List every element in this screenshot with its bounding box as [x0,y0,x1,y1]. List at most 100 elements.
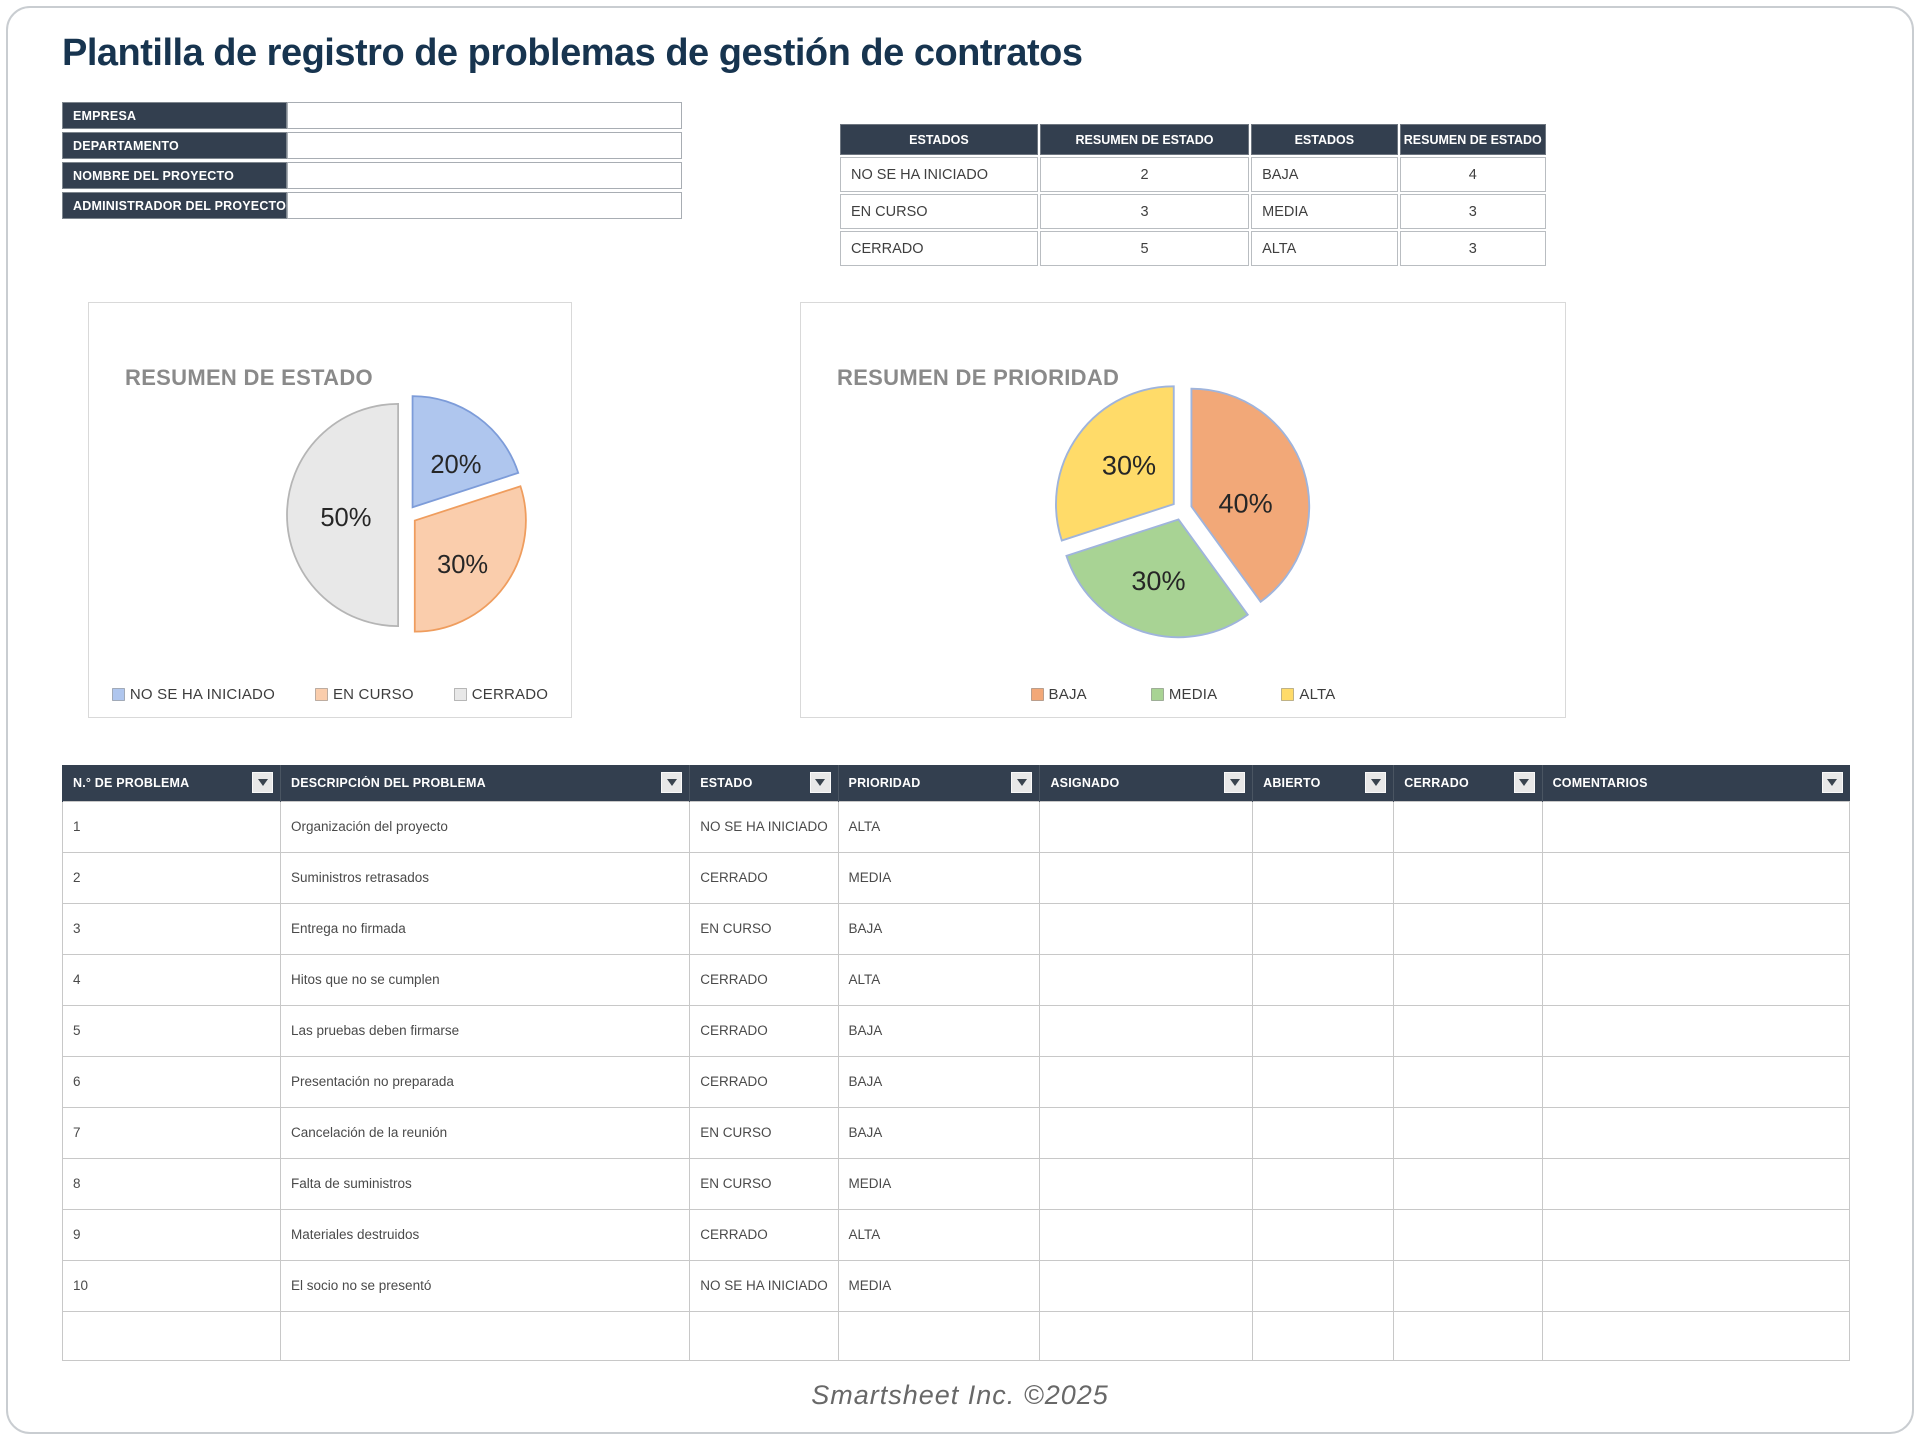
cell-descripcion[interactable]: Presentación no preparada [279,1055,691,1108]
cell-estado[interactable]: CERRADO [689,1208,839,1261]
cell-comentarios[interactable] [1541,1055,1851,1108]
cell-numero[interactable]: 10 [62,1259,281,1312]
cell-cerrado[interactable] [1393,1310,1543,1361]
cell-cerrado[interactable] [1393,851,1543,904]
cell-abierto[interactable] [1252,1310,1395,1361]
cell-asignado[interactable] [1039,1106,1254,1159]
cell-cerrado[interactable] [1393,1106,1543,1159]
cell-prioridad[interactable]: ALTA [837,800,1041,853]
cell-abierto[interactable] [1252,851,1395,904]
cell-estado[interactable]: CERRADO [689,953,839,1006]
cell-prioridad[interactable]: BAJA [837,1004,1041,1057]
cell-comentarios[interactable] [1541,1106,1851,1159]
cell-cerrado[interactable] [1393,1055,1543,1108]
cell-comentarios[interactable] [1541,1259,1851,1312]
cell-abierto[interactable] [1252,1259,1395,1312]
cell-asignado[interactable] [1039,800,1254,853]
cell-estado[interactable]: CERRADO [689,851,839,904]
filter-button[interactable] [1011,772,1033,794]
cell-descripcion[interactable]: Materiales destruidos [279,1208,691,1261]
cell-cerrado[interactable] [1393,1259,1543,1312]
cell-descripcion[interactable] [279,1310,691,1361]
cell-descripcion[interactable]: Hitos que no se cumplen [279,953,691,1006]
cell-abierto[interactable] [1252,902,1395,955]
cell-numero[interactable] [62,1310,281,1361]
cell-numero[interactable]: 4 [62,953,281,1006]
cell-estado[interactable]: NO SE HA INICIADO [689,1259,839,1312]
cell-estado[interactable]: NO SE HA INICIADO [689,800,839,853]
cell-cerrado[interactable] [1393,1004,1543,1057]
project-manager-field-input[interactable] [287,192,682,219]
cell-prioridad[interactable]: MEDIA [837,1157,1041,1210]
cell-asignado[interactable] [1039,1055,1254,1108]
cell-asignado[interactable] [1039,1259,1254,1312]
cell-prioridad[interactable]: BAJA [837,902,1041,955]
filter-button[interactable] [661,772,683,794]
filter-button[interactable] [809,772,831,794]
cell-prioridad[interactable]: ALTA [837,1208,1041,1261]
filter-button[interactable] [1224,772,1246,794]
cell-descripcion[interactable]: Las pruebas deben firmarse [279,1004,691,1057]
cell-cerrado[interactable] [1393,1157,1543,1210]
cell-prioridad[interactable] [837,1310,1041,1361]
cell-asignado[interactable] [1039,1157,1254,1210]
cell-descripcion[interactable]: Entrega no firmada [279,902,691,955]
cell-cerrado[interactable] [1393,800,1543,853]
cell-estado[interactable]: EN CURSO [689,902,839,955]
cell-numero[interactable]: 1 [62,800,281,853]
cell-numero[interactable]: 5 [62,1004,281,1057]
company-field-input[interactable] [287,102,682,129]
cell-asignado[interactable] [1039,1208,1254,1261]
cell-comentarios[interactable] [1541,1157,1851,1210]
cell-asignado[interactable] [1039,851,1254,904]
cell-numero[interactable]: 8 [62,1157,281,1210]
cell-prioridad[interactable]: BAJA [837,1106,1041,1159]
cell-abierto[interactable] [1252,1157,1395,1210]
filter-button[interactable] [252,772,273,794]
cell-numero[interactable]: 7 [62,1106,281,1159]
cell-numero[interactable]: 3 [62,902,281,955]
cell-asignado[interactable] [1039,1310,1254,1361]
project-name-field-input[interactable] [287,162,682,189]
cell-cerrado[interactable] [1393,953,1543,1006]
cell-comentarios[interactable] [1541,1208,1851,1261]
cell-descripcion[interactable]: El socio no se presentó [279,1259,691,1312]
cell-comentarios[interactable] [1541,1004,1851,1057]
cell-abierto[interactable] [1252,1004,1395,1057]
cell-comentarios[interactable] [1541,800,1851,853]
cell-abierto[interactable] [1252,1055,1395,1108]
cell-asignado[interactable] [1039,1004,1254,1057]
cell-prioridad[interactable]: ALTA [837,953,1041,1006]
cell-prioridad[interactable]: BAJA [837,1055,1041,1108]
cell-prioridad[interactable]: MEDIA [837,1259,1041,1312]
cell-abierto[interactable] [1252,953,1395,1006]
filter-button[interactable] [1821,772,1843,794]
cell-estado[interactable]: EN CURSO [689,1157,839,1210]
cell-cerrado[interactable] [1393,1208,1543,1261]
cell-comentarios[interactable] [1541,902,1851,955]
cell-asignado[interactable] [1039,902,1254,955]
cell-descripcion[interactable]: Organización del proyecto [279,800,691,853]
cell-comentarios[interactable] [1541,953,1851,1006]
cell-estado[interactable]: EN CURSO [689,1106,839,1159]
filter-button[interactable] [1513,772,1535,794]
cell-numero[interactable]: 2 [62,851,281,904]
cell-estado[interactable]: CERRADO [689,1055,839,1108]
cell-descripcion[interactable]: Falta de suministros [279,1157,691,1210]
cell-numero[interactable]: 9 [62,1208,281,1261]
cell-abierto[interactable] [1252,800,1395,853]
cell-prioridad[interactable]: MEDIA [837,851,1041,904]
cell-cerrado[interactable] [1393,902,1543,955]
cell-numero[interactable]: 6 [62,1055,281,1108]
filter-button[interactable] [1365,772,1387,794]
cell-abierto[interactable] [1252,1106,1395,1159]
cell-descripcion[interactable]: Cancelación de la reunión [279,1106,691,1159]
cell-descripcion[interactable]: Suministros retrasados [279,851,691,904]
cell-comentarios[interactable] [1541,851,1851,904]
department-field-input[interactable] [287,132,682,159]
cell-abierto[interactable] [1252,1208,1395,1261]
cell-estado[interactable]: CERRADO [689,1004,839,1057]
cell-comentarios[interactable] [1541,1310,1851,1361]
cell-asignado[interactable] [1039,953,1254,1006]
cell-estado[interactable] [689,1310,839,1361]
